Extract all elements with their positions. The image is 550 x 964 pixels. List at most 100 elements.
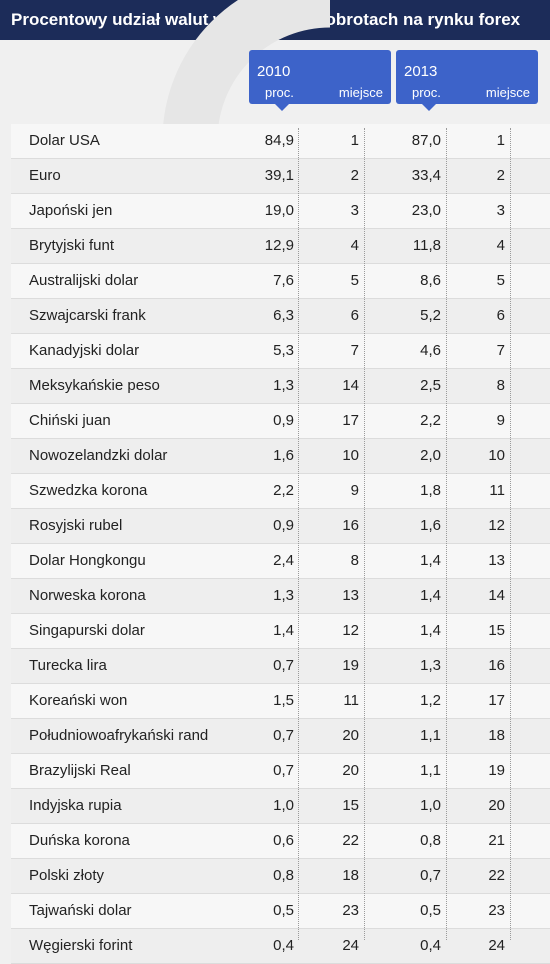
- percent-2013: 1,1: [420, 727, 441, 744]
- rank-2013: 21: [488, 832, 505, 849]
- rank-2013: 12: [488, 517, 505, 534]
- percent-2010: 19,0: [264, 202, 294, 219]
- currency-name: Indyjska rupia: [29, 797, 122, 814]
- rank-2013: 9: [496, 412, 505, 429]
- percent-2013: 11,8: [412, 237, 441, 254]
- rank-2013: 24: [488, 937, 505, 954]
- rank-2010: 2: [350, 167, 359, 184]
- rank-2010: 7: [350, 342, 359, 359]
- rank-2010: 17: [342, 412, 359, 429]
- table-row: Chiński juan 0,9 17 2,2 9: [11, 404, 550, 439]
- rank-2013: 3: [496, 202, 505, 219]
- rank-2013: 17: [488, 692, 505, 709]
- rank-2010: 22: [342, 832, 359, 849]
- percent-2010: 12,9: [264, 237, 294, 254]
- currency-name: Szwajcarski frank: [29, 307, 146, 324]
- rank-2010: 8: [350, 552, 359, 569]
- currency-name: Euro: [29, 167, 61, 184]
- percent-2013: 0,5: [420, 902, 441, 919]
- currency-name: Rosyjski rubel: [29, 517, 123, 534]
- table-row: Węgierski forint 0,4 24 0,4 24: [11, 929, 550, 964]
- currency-name: Tajwański dolar: [29, 902, 132, 919]
- rank-2010: 10: [342, 447, 359, 464]
- percent-2013: 1,4: [420, 587, 441, 604]
- rank-2013: 14: [488, 587, 505, 604]
- rank-2013: 11: [489, 482, 505, 499]
- currency-name: Japoński jen: [29, 202, 113, 219]
- percent-2010: 0,4: [273, 937, 294, 954]
- percent-2013: 1,6: [420, 517, 441, 534]
- percent-2013: 2,5: [420, 377, 441, 394]
- currency-name: Singapurski dolar: [29, 622, 145, 639]
- rank-2010: 19: [342, 657, 359, 674]
- percent-2013: 1,8: [420, 482, 441, 499]
- rank-2010: 12: [342, 622, 359, 639]
- percent-2013: 0,8: [420, 832, 441, 849]
- column-divider: [446, 128, 447, 940]
- table-row: Norweska korona 1,3 13 1,4 14: [11, 579, 550, 614]
- table-row: Szwajcarski frank 6,3 6 5,2 6: [11, 299, 550, 334]
- rank-2010: 15: [342, 797, 359, 814]
- table-row: Brazylijski Real 0,7 20 1,1 19: [11, 754, 550, 789]
- currency-name: Dolar Hongkongu: [29, 552, 146, 569]
- percent-2010: 0,8: [273, 867, 294, 884]
- header-2010-miejsce: miejsce: [338, 85, 383, 100]
- currency-name: Nowozelandzki dolar: [29, 447, 168, 464]
- rank-2010: 4: [350, 237, 359, 254]
- percent-2013: 1,4: [420, 552, 441, 569]
- currency-name: Kanadyjski dolar: [29, 342, 140, 359]
- percent-2010: 2,2: [273, 482, 294, 499]
- rank-2013: 16: [488, 657, 505, 674]
- table-row: Dolar Hongkongu 2,4 8 1,4 13: [11, 544, 550, 579]
- column-divider: [364, 128, 365, 940]
- rank-2010: 3: [350, 202, 359, 219]
- percent-2013: 23,0: [411, 202, 441, 219]
- rank-2013: 10: [488, 447, 505, 464]
- currency-name: Szwedzka korona: [29, 482, 148, 499]
- percent-2010: 1,5: [273, 692, 294, 709]
- percent-2013: 1,0: [420, 797, 441, 814]
- percent-2010: 6,3: [273, 307, 294, 324]
- rank-2010: 11: [343, 692, 359, 709]
- rank-2010: 20: [342, 727, 359, 744]
- percent-2010: 1,3: [273, 587, 294, 604]
- rank-2010: 14: [342, 377, 359, 394]
- table-row: Singapurski dolar 1,4 12 1,4 15: [11, 614, 550, 649]
- rank-2013: 4: [496, 237, 505, 254]
- percent-2013: 2,0: [420, 447, 441, 464]
- percent-2013: 8,6: [420, 272, 441, 289]
- table-row: Euro 39,1 2 33,4 2: [11, 159, 550, 194]
- rank-2010: 18: [342, 867, 359, 884]
- percent-2010: 1,0: [273, 797, 294, 814]
- rank-2013: 1: [496, 132, 505, 149]
- table-row: Polski złoty 0,8 18 0,7 22: [11, 859, 550, 894]
- table-row: Tajwański dolar 0,5 23 0,5 23: [11, 894, 550, 929]
- percent-2013: 1,3: [420, 657, 441, 674]
- percent-2010: 1,3: [273, 377, 294, 394]
- table-row: Brytyjski funt 12,9 4 11,8 4: [11, 229, 550, 264]
- percent-2013: 5,2: [420, 307, 441, 324]
- header-2010-proc: proc.: [265, 85, 294, 100]
- percent-2013: 1,1: [420, 762, 441, 779]
- percent-2010: 5,3: [273, 342, 294, 359]
- rank-2013: 20: [488, 797, 505, 814]
- currency-name: Południowoafrykański rand: [29, 727, 209, 744]
- table-row: Turecka lira 0,7 19 1,3 16: [11, 649, 550, 684]
- table-row: Nowozelandzki dolar 1,6 10 2,0 10: [11, 439, 550, 474]
- percent-2010: 1,6: [273, 447, 294, 464]
- currency-name: Meksykańskie peso: [29, 377, 160, 394]
- currency-name: Polski złoty: [29, 867, 105, 884]
- currency-name: Chiński juan: [29, 412, 111, 429]
- table-row: Meksykańskie peso 1,3 14 2,5 8: [11, 369, 550, 404]
- percent-2010: 0,9: [273, 412, 294, 429]
- table-row: Kanadyjski dolar 5,3 7 4,6 7: [11, 334, 550, 369]
- percent-2010: 0,9: [273, 517, 294, 534]
- rank-2010: 24: [342, 937, 359, 954]
- rank-2013: 18: [488, 727, 505, 744]
- table-row: Południowoafrykański rand 0,7 20 1,1 18: [11, 719, 550, 754]
- table-row: Japoński jen 19,0 3 23,0 3: [11, 194, 550, 229]
- percent-2010: 0,7: [273, 727, 294, 744]
- rank-2010: 16: [342, 517, 359, 534]
- percent-2013: 1,4: [420, 622, 441, 639]
- header-2013: 2013 proc. miejsce: [396, 50, 538, 111]
